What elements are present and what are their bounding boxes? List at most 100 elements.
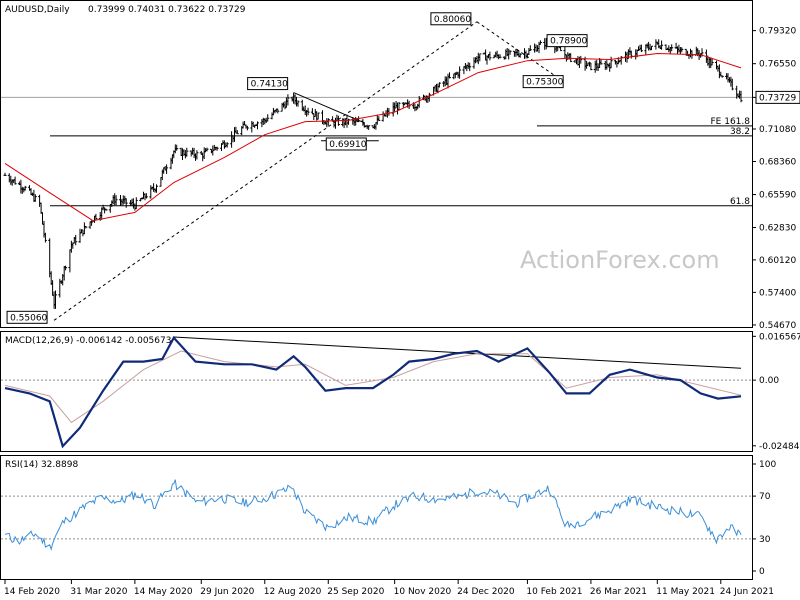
price-annotation-box: [325, 137, 367, 151]
rsi-axis-label: 0: [759, 567, 765, 577]
ohlc-bar: [165, 164, 169, 174]
ohlc-bar: [266, 114, 270, 122]
x-axis-label: 29 Jun 2020: [200, 587, 254, 597]
x-axis-label: 24 Jun 2021: [720, 587, 774, 597]
price-annotation-label: 0.55060: [10, 313, 47, 323]
price-annotation-box: [430, 12, 472, 26]
macd-signal-line: [4, 350, 742, 424]
rsi-axis-label: 100: [759, 460, 776, 470]
price-axis-label: 0.60120: [759, 256, 796, 266]
price-axis-label: 0.65590: [759, 191, 796, 201]
current-price-box: [755, 90, 800, 104]
ohlc-bar: [569, 53, 573, 63]
ohlc-bar: [468, 62, 472, 72]
price-annotation-box: [6, 310, 48, 324]
ohlc-bar: [609, 56, 613, 69]
price-axis-label: 0.62830: [759, 224, 796, 234]
watermark: ActionForex.com: [520, 246, 720, 274]
ohlc-bar: [720, 75, 724, 78]
macd-axis-label: 0.016567: [759, 332, 800, 342]
dashed-trendline-up: [53, 21, 478, 321]
x-axis-label: 12 Aug 2020: [264, 587, 322, 597]
sma-line: [4, 52, 742, 222]
ohlc-bar: [33, 194, 37, 202]
x-axis-label: 10 Feb 2021: [526, 587, 582, 597]
ohlc-bar: [195, 150, 199, 160]
rsi-line: [4, 479, 742, 551]
ohlc-bar: [367, 125, 371, 130]
rsi-axis-label: 70: [759, 492, 771, 502]
rsi-panel: [0, 455, 753, 580]
price-annotation-label: 0.80060: [434, 15, 471, 25]
price-annotation-label: 0.78900: [550, 37, 587, 47]
ohlc-bar: [64, 265, 68, 271]
ohlc-bar: [589, 62, 593, 71]
ohlc-bar: [245, 125, 249, 131]
price-annotation-box: [522, 75, 564, 89]
dashed-trendline-down: [476, 21, 560, 80]
ohlc-bar: [508, 50, 512, 55]
x-axis-label: 11 May 2021: [656, 587, 715, 597]
macd-line: [4, 335, 742, 449]
price-annotation-label: 0.74130: [251, 80, 288, 90]
ohlc-bar: [377, 116, 381, 122]
ohlc-bar: [478, 53, 482, 62]
ohlc-bar: [488, 51, 492, 61]
ohlc-bar: [306, 107, 310, 116]
ohlc-bar: [286, 94, 290, 106]
ohlc-bar: [205, 147, 209, 152]
level-label: FE 161.8: [711, 117, 751, 127]
ohlc-bar: [104, 208, 108, 211]
x-axis-label: 25 Sep 2020: [327, 587, 384, 597]
ohlc-bar: [316, 112, 320, 120]
ohlc-bar: [155, 184, 158, 193]
ohlc-bar: [730, 78, 734, 91]
ohlc-bar: [528, 45, 532, 51]
price-axis-label: 0.68360: [759, 157, 796, 167]
price-annotation-box: [546, 34, 588, 48]
level-label: 61.8: [730, 197, 750, 207]
ohlc-bar: [225, 142, 229, 148]
ohlc-bar: [23, 185, 27, 191]
ohlc-bar: [639, 44, 643, 52]
ohlc-bar: [84, 226, 88, 229]
ohlc-bar: [670, 44, 674, 52]
ohlc-bar: [74, 234, 78, 246]
macd-title: MACD(12,26,9) -0.006142 -0.005673: [5, 336, 171, 346]
ohlc-bar: [650, 45, 653, 51]
ohlc-bar: [175, 144, 179, 151]
price-axis-label: 0.71080: [759, 125, 796, 135]
ohlc-bar: [538, 40, 542, 45]
ohlc-bar: [276, 108, 280, 114]
macd-axis-label: -0.02484: [759, 442, 800, 452]
ohlc-bar: [54, 290, 57, 309]
x-axis-label: 26 Mar 2021: [590, 587, 647, 597]
ohlc-bar: [357, 116, 361, 123]
ohlc-bar: [134, 197, 138, 210]
ohlc-bar: [448, 72, 451, 79]
ohlc-bar: [185, 147, 189, 157]
ohlc-bar: [498, 54, 502, 59]
ohlc-bar: [437, 82, 441, 88]
ohlc-bar: [94, 213, 98, 221]
price-annotation-label: 0.69910: [329, 140, 366, 150]
ohlc-bar: [660, 40, 664, 50]
ohlc-bar: [458, 66, 462, 79]
price-axis-label: 0.57400: [759, 288, 796, 298]
ohlc-bar: [417, 96, 421, 108]
ohlc-bar: [13, 176, 17, 185]
price-axis-label: 0.54670: [759, 321, 796, 331]
price-axis-label: 0.76550: [759, 60, 796, 70]
ohlc-bar: [235, 130, 239, 135]
rsi-axis-label: 30: [759, 535, 771, 545]
ohlc-bar: [144, 193, 148, 199]
ohlc-bar: [619, 56, 623, 65]
rsi-title: RSI(14) 32.8898: [5, 460, 78, 470]
ohlc-bar: [518, 53, 522, 58]
price-annotation-label: 0.75300: [526, 78, 563, 88]
macd-axis-label: 0.00: [759, 376, 779, 386]
price-axis-label: 0.79320: [759, 27, 796, 37]
ohlc-bar: [427, 92, 431, 102]
chart-title: AUDUSD,Daily: [5, 5, 70, 15]
price-annotation-box: [247, 77, 289, 91]
